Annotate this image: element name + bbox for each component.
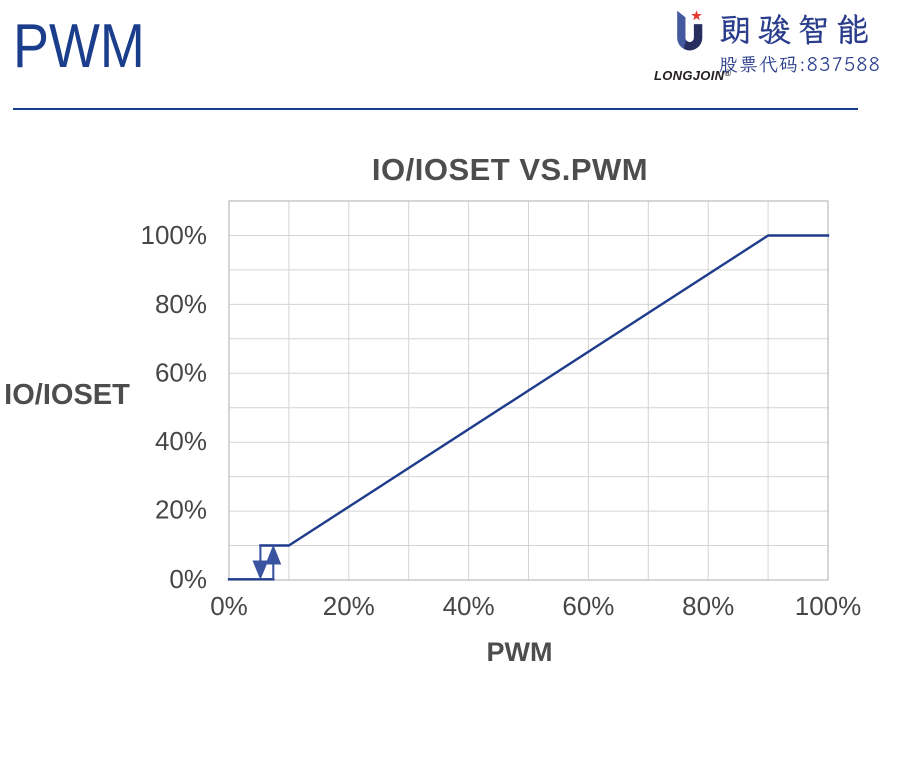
svg-text:60%: 60% xyxy=(562,591,614,621)
svg-text:40%: 40% xyxy=(155,426,207,456)
svg-text:40%: 40% xyxy=(443,591,495,621)
svg-text:80%: 80% xyxy=(155,289,207,319)
svg-text:80%: 80% xyxy=(682,591,734,621)
svg-text:20%: 20% xyxy=(155,495,207,525)
svg-text:0%: 0% xyxy=(169,564,207,594)
svg-text:20%: 20% xyxy=(323,591,375,621)
svg-text:100%: 100% xyxy=(795,591,862,621)
svg-text:60%: 60% xyxy=(155,358,207,388)
svg-text:0%: 0% xyxy=(210,591,248,621)
svg-text:100%: 100% xyxy=(141,220,208,250)
